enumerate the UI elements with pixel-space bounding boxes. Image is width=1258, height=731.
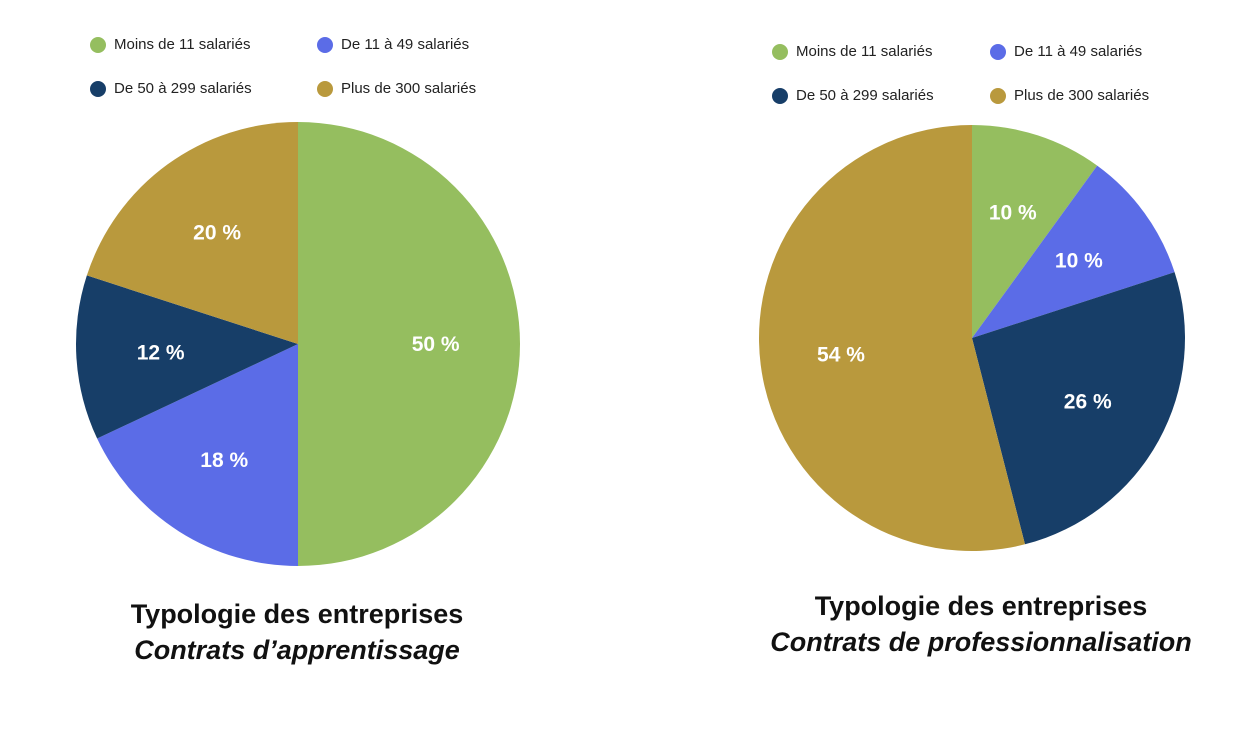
slice-data-label: 18 % [200,449,248,472]
legend-item: De 11 à 49 salariés [317,36,469,53]
legend-label: Moins de 11 salariés [796,43,933,60]
legend-swatch [90,36,106,53]
legend-swatch [90,80,106,97]
legend-item: Plus de 300 salariés [990,87,1149,104]
chart-title: Typologie des entreprises [130,599,464,629]
chart-title-block: Typologie des entreprises Contrats d’app… [0,596,594,668]
pie-slice [972,125,1098,338]
legend-item: Moins de 11 salariés [90,36,250,53]
slice-data-label: 20 % [193,222,241,245]
pie-slice [972,272,1185,545]
legend-swatch [990,87,1006,104]
chart-title: Typologie des entreprises [814,591,1148,621]
slice-data-label: 10 % [989,201,1037,224]
legend-swatch [772,43,788,60]
legend-label: Moins de 11 salariés [114,36,251,53]
legend-swatch [317,36,333,53]
chart-subtitle: Contrats d’apprentissage [134,635,460,665]
legend-swatch [317,80,333,97]
slice-data-label: 54 % [817,344,865,367]
legend-label: De 50 à 299 salariés [114,80,252,97]
pie-plot: 10 % 10 % 26 % 54 % [759,125,1185,551]
legend-item: De 11 à 49 salariés [990,43,1142,60]
legend-swatch [990,43,1006,60]
pie-slice [86,122,299,344]
pie-slice [76,275,298,439]
legend-item: Moins de 11 salariés [772,43,932,60]
slice-data-label: 26 % [1064,391,1112,414]
slice-data-label: 12 % [137,342,185,365]
chart-title-block: Typologie des entreprises Contrats de pr… [640,588,1258,660]
pie-slice [298,122,520,566]
pie-chart-professionnalisation: Moins de 11 salariés De 11 à 49 salariés D… [640,0,1258,731]
legend-label: Plus de 300 salariés [341,80,477,97]
pie-slice [97,344,299,566]
legend-swatch [772,87,788,104]
legend-label: De 11 à 49 salariés [341,36,470,53]
legend-item: De 50 à 299 salariés [772,87,934,104]
legend-item: De 50 à 299 salariés [90,80,252,97]
pie-chart-apprentissage: Moins de 11 salariés De 11 à 49 salariés D… [0,0,600,731]
pie-slice [972,165,1175,338]
pie-slice [759,125,1025,551]
legend-label: Plus de 300 salariés [1014,87,1150,104]
legend-label: De 50 à 299 salariés [796,87,934,104]
legend-item: Plus de 300 salariés [317,80,476,97]
chart-subtitle: Contrats de professionnalisation [770,627,1192,657]
pie-plot: 50 % 18 % 12 % 20 % [76,122,520,566]
legend-label: De 11 à 49 salariés [1014,43,1143,60]
slice-data-label: 10 % [1055,249,1103,272]
slice-data-label: 50 % [412,333,460,356]
